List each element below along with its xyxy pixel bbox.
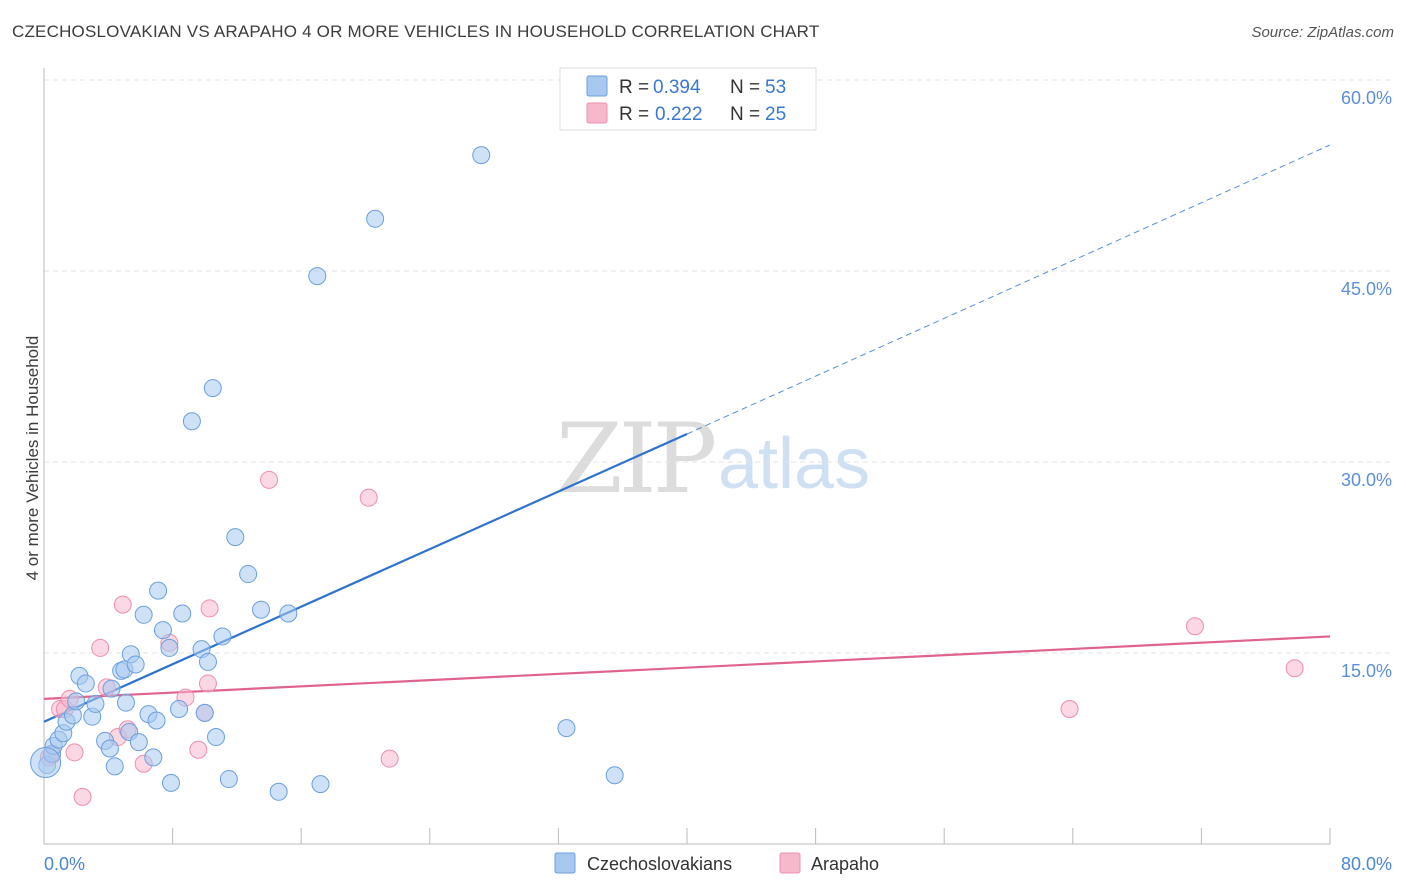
point-czechoslovakians-22 (129, 733, 148, 752)
point-czechoslovakians-44 (269, 782, 288, 801)
point-czechoslovakians-15 (105, 757, 124, 776)
point-czechoslovakians-25 (144, 748, 163, 767)
point-arapaho-20 (359, 488, 378, 507)
point-arapaho-21 (380, 749, 399, 768)
y-tick-labels: 15.0% 30.0% 45.0% 60.0% (1341, 88, 1392, 681)
point-czechoslovakians-49 (472, 146, 491, 165)
point-czechoslovakians-13 (102, 679, 121, 698)
point-czechoslovakians-27 (149, 581, 168, 600)
point-arapaho-22 (1060, 700, 1079, 719)
y-tick-label-2: 45.0% (1341, 279, 1392, 299)
point-czechoslovakians-52 (30, 747, 62, 779)
point-czechoslovakians-21 (126, 655, 145, 674)
legend-n-value-0: 53 (765, 77, 786, 98)
point-czechoslovakians-38 (207, 728, 226, 747)
y-tick-label-1: 30.0% (1341, 470, 1392, 490)
point-czechoslovakians-47 (311, 775, 330, 794)
legend-swatch-arapaho (586, 102, 608, 124)
point-czechoslovakians-30 (161, 773, 180, 792)
legend-n-label-0: N = (730, 77, 760, 98)
y-axis-label: 4 or more Vehicles in Household (23, 336, 42, 581)
legend-swatch-czechoslovakians (586, 75, 608, 97)
point-arapaho-15 (189, 740, 208, 759)
point-arapaho-6 (73, 787, 92, 806)
point-czechoslovakians-14 (100, 739, 119, 758)
legend-n-label-1: N = (730, 104, 760, 125)
point-czechoslovakians-35 (195, 703, 214, 722)
series-legend-swatch-czechoslovakians (554, 852, 576, 874)
series-legend: Czechoslovakians Arapaho (554, 852, 879, 874)
y-tick-label-0: 15.0% (1341, 661, 1392, 681)
point-czechoslovakians-50 (557, 719, 576, 738)
x-tick-label-max: 80.0% (1341, 854, 1392, 874)
trendline-czechoslovakians (43, 432, 688, 723)
point-czechoslovakians-26 (147, 711, 166, 730)
point-czechoslovakians-42 (239, 565, 258, 584)
legend-r-value-0: 0.394 (653, 77, 701, 98)
point-czechoslovakians-36 (198, 652, 217, 671)
legend-r-value-1: 0.222 (655, 104, 703, 125)
source-label: Source: ZipAtlas.com (1251, 24, 1394, 41)
x-tick-label-min: 0.0% (44, 854, 85, 874)
trendlines (43, 144, 1331, 723)
point-czechoslovakians-18 (116, 693, 135, 712)
point-czechoslovakians-45 (279, 604, 298, 623)
point-czechoslovakians-23 (134, 605, 153, 624)
point-czechoslovakians-33 (182, 412, 201, 431)
trendline-arapaho (43, 635, 1331, 700)
point-czechoslovakians-11 (86, 694, 105, 713)
point-czechoslovakians-41 (226, 528, 245, 547)
series-legend-label-czechoslovakians: Czechoslovakians (587, 854, 732, 874)
y-tick-label-3: 60.0% (1341, 88, 1392, 108)
point-arapaho-19 (260, 470, 279, 489)
legend-n-value-1: 25 (765, 104, 786, 125)
point-czechoslovakians-40 (219, 770, 238, 789)
data-points (30, 146, 1304, 806)
point-arapaho-10 (113, 595, 132, 614)
point-czechoslovakians-32 (173, 604, 192, 623)
chart-title: CZECHOSLOVAKIAN VS ARAPAHO 4 OR MORE VEH… (12, 22, 820, 41)
point-arapaho-5 (65, 743, 84, 762)
point-czechoslovakians-29 (160, 638, 179, 657)
series-legend-label-arapaho: Arapaho (811, 854, 879, 874)
watermark-zip: ZIP (556, 403, 715, 515)
point-czechoslovakians-43 (252, 600, 271, 619)
axes (43, 68, 1331, 845)
point-arapaho-7 (91, 638, 110, 657)
watermark-atlas: atlas (718, 424, 870, 504)
trendline-czechoslovakians-extension (686, 144, 1331, 435)
point-czechoslovakians-37 (203, 379, 222, 398)
point-czechoslovakians-48 (366, 209, 385, 228)
point-czechoslovakians-51 (605, 766, 624, 785)
point-czechoslovakians-7 (67, 692, 86, 711)
point-czechoslovakians-9 (76, 674, 95, 693)
legend-r-label-0: R = (619, 77, 649, 98)
point-arapaho-17 (198, 674, 217, 693)
series-legend-swatch-arapaho (779, 852, 801, 874)
point-arapaho-23 (1185, 617, 1204, 636)
point-czechoslovakians-31 (170, 700, 189, 719)
point-czechoslovakians-46 (308, 267, 327, 286)
point-arapaho-18 (200, 599, 219, 618)
point-arapaho-24 (1285, 659, 1304, 678)
point-czechoslovakians-28 (153, 621, 172, 640)
stats-legend: R = 0.394 N = 53 R = 0.222 N = 25 (559, 67, 817, 131)
point-czechoslovakians-39 (213, 627, 232, 646)
legend-r-label-1: R = (619, 104, 649, 125)
